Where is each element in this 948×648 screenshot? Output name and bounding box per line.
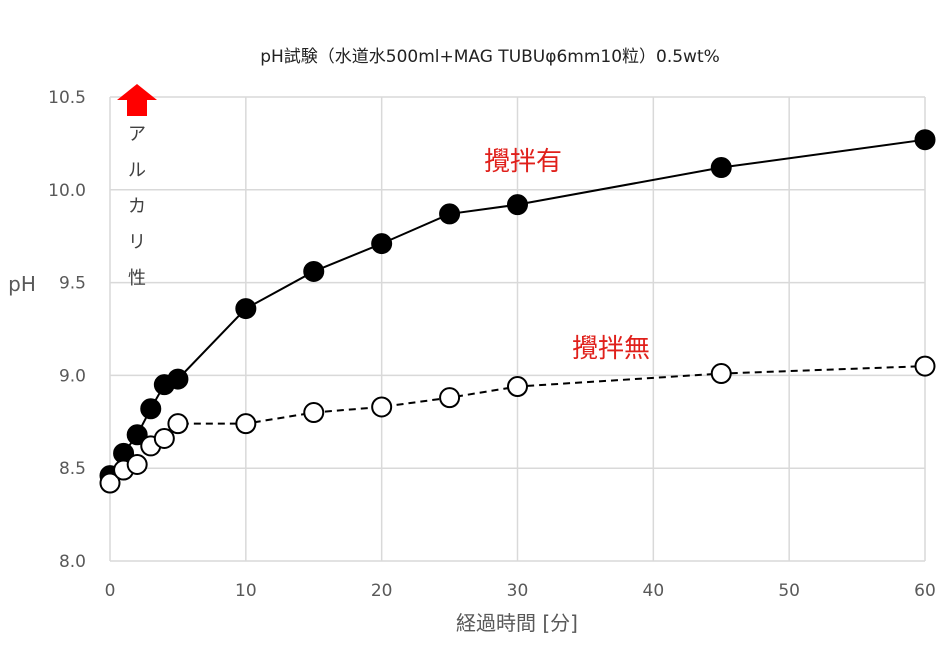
y-tick-label: 10.5 (48, 88, 86, 108)
x-tick-labels: 0 10 20 30 40 50 60 (105, 581, 936, 601)
grid (109, 96, 926, 562)
x-tick-label: 30 (507, 581, 529, 601)
alkaline-label-char: カ (128, 196, 146, 217)
data-point (126, 453, 148, 475)
y-tick-label: 10.0 (48, 181, 86, 201)
y-tick-label: 8.0 (59, 552, 86, 572)
y-tick-labels: 8.0 8.5 9.0 9.5 10.0 10.5 (48, 88, 86, 572)
alkaline-label-char: ル (128, 160, 146, 181)
annotation-stirred: 攪拌有 (484, 147, 562, 177)
x-tick-label: 60 (914, 581, 936, 601)
x-axis-label: 経過時間 [分] (456, 611, 578, 635)
y-axis-label: pH (8, 272, 36, 296)
series-stirred (99, 129, 936, 487)
data-point (235, 298, 257, 320)
data-point (439, 387, 461, 409)
alkaline-label-char: ア (128, 124, 146, 145)
data-point (710, 157, 732, 179)
data-point (371, 233, 393, 255)
data-point (507, 376, 528, 398)
data-point (710, 363, 732, 385)
x-tick-label: 50 (778, 581, 800, 601)
data-point (371, 396, 393, 418)
chart-title: pH試験（水道水500ml+MAG TUBUφ6mm10粒）0.5wt% (260, 47, 720, 67)
data-point (167, 368, 189, 390)
data-point (914, 129, 936, 151)
data-point (439, 203, 461, 225)
annotation-unstirred: 攪拌無 (572, 334, 650, 364)
series-layer (99, 129, 936, 494)
x-tick-label: 10 (235, 581, 257, 601)
data-point (99, 472, 121, 494)
alkaline-label-char: 性 (128, 268, 146, 289)
y-tick-label: 9.0 (59, 366, 86, 386)
x-tick-label: 40 (643, 581, 665, 601)
data-point (126, 424, 148, 446)
y-tick-label: 9.5 (59, 274, 86, 294)
alkaline-label-char: リ (128, 232, 146, 253)
x-tick-label: 20 (371, 581, 393, 601)
data-point (235, 413, 257, 435)
x-tick-label: 0 (105, 581, 116, 601)
up-arrow-icon (117, 84, 157, 116)
y-tick-label: 8.5 (59, 459, 86, 479)
data-point (303, 402, 325, 424)
series-unstirred (99, 355, 936, 494)
data-point (153, 428, 175, 450)
data-point (140, 398, 162, 420)
data-point (303, 260, 325, 282)
data-point (914, 355, 936, 377)
data-point (507, 194, 528, 216)
data-point (167, 413, 189, 435)
